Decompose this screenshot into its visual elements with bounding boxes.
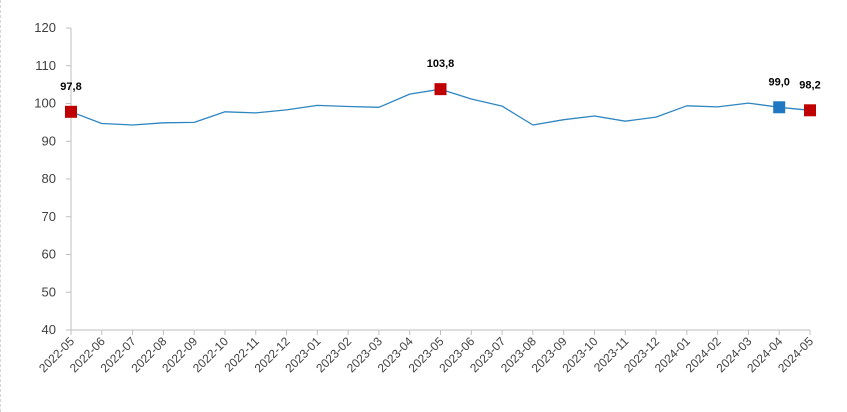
y-tick-label: 110 (35, 58, 56, 73)
y-tick-label: 70 (42, 209, 56, 224)
y-tick-label: 40 (42, 322, 56, 337)
data-point-marker (804, 104, 816, 117)
data-label: 97,8 (60, 81, 81, 93)
data-point-marker (65, 105, 77, 118)
data-point-marker (773, 101, 786, 114)
y-tick-label: 80 (42, 171, 56, 186)
y-tick-label: 100 (34, 96, 56, 111)
data-label: 99,0 (768, 76, 789, 88)
data-label: 103,8 (427, 58, 455, 70)
y-tick-label: 60 (42, 247, 56, 262)
y-tick-label: 90 (42, 133, 56, 148)
y-tick-label: 50 (42, 284, 56, 299)
frame-edge (0, 0, 3, 412)
data-point-marker (434, 83, 447, 96)
data-label: 98,2 (799, 79, 820, 91)
y-tick-label: 120 (34, 20, 56, 35)
